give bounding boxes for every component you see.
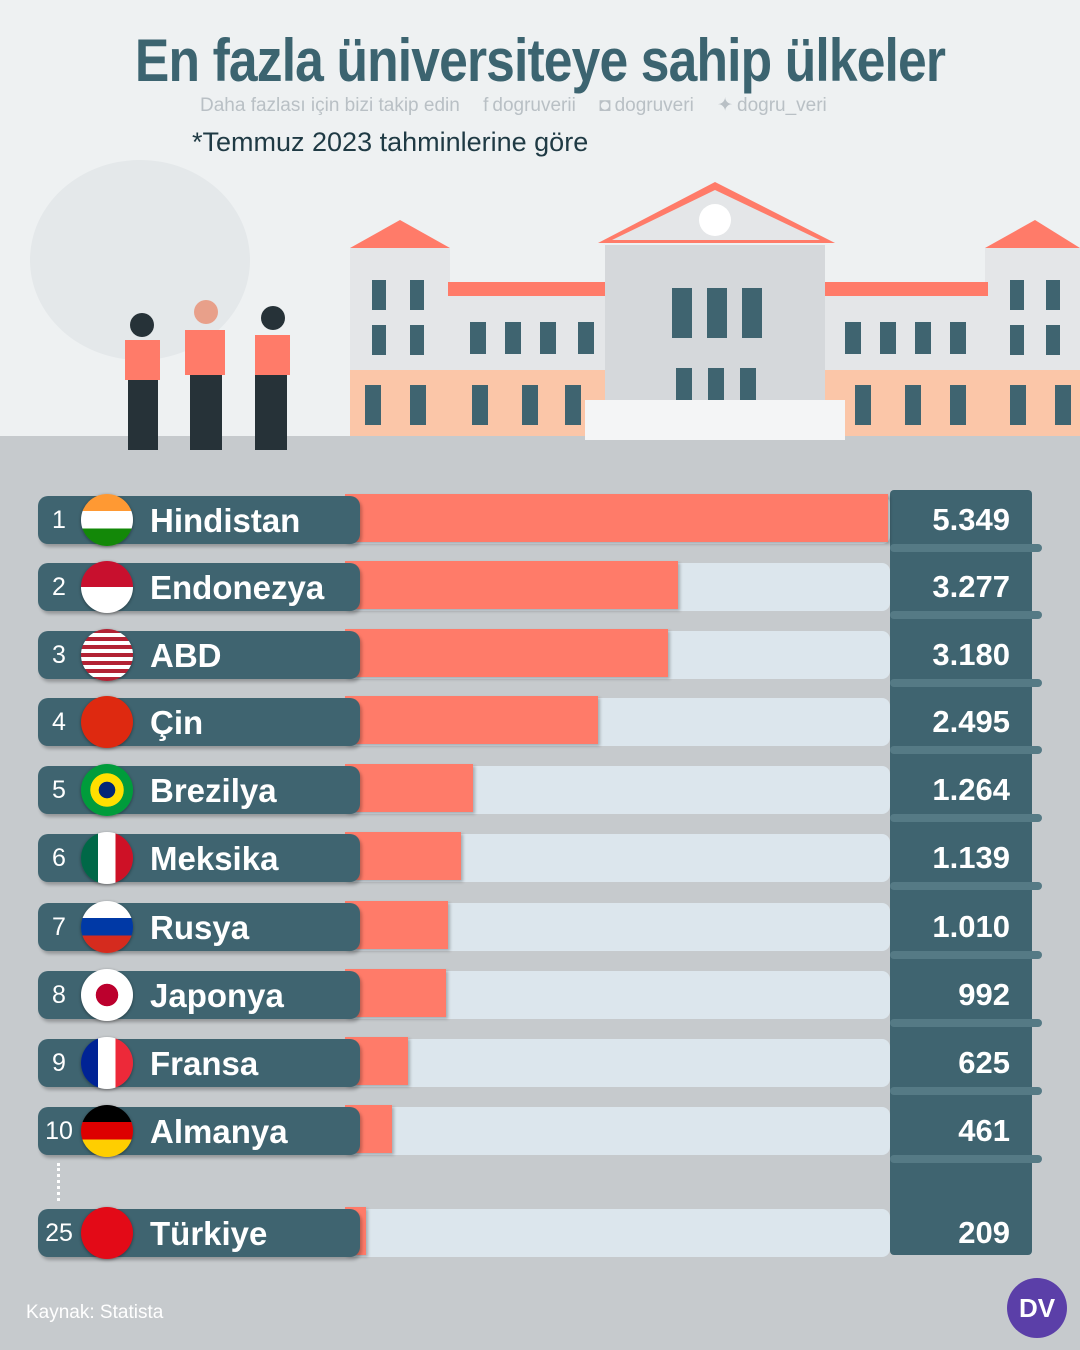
rank-number: 5 — [52, 776, 66, 804]
bar-0 — [345, 494, 888, 542]
rank-number: 25 — [45, 1219, 73, 1247]
bar-track — [345, 1209, 890, 1257]
bar-1 — [345, 561, 678, 609]
follow-text: Daha fazlası için bizi takip edin — [200, 95, 460, 116]
brazil-flag-icon — [81, 764, 133, 816]
value-label: 1.139 — [932, 840, 1010, 875]
country-label: 25 Türkiye — [38, 1207, 360, 1259]
bar-3 — [345, 696, 599, 744]
china-flag-icon — [81, 696, 133, 748]
turkey-flag-icon — [81, 1207, 133, 1259]
country-label: 5 Brezilya — [38, 764, 360, 816]
country-label: 7 Rusya — [38, 901, 360, 953]
usa-flag-icon — [81, 629, 133, 681]
students-illustration — [125, 300, 290, 450]
country-label: 3 ABD — [38, 629, 360, 681]
rank-number: 6 — [52, 844, 66, 872]
country-label: 4 Çin — [38, 696, 360, 748]
rank-number: 4 — [52, 708, 66, 736]
value-label: 1.010 — [932, 909, 1010, 944]
country-name: ABD — [150, 637, 222, 674]
instagram-icon: ◘ — [599, 95, 611, 116]
country-label: 9 Fransa — [38, 1037, 360, 1089]
value-label: 209 — [958, 1215, 1010, 1250]
country-name: Hindistan — [150, 502, 301, 539]
bar-track — [345, 1107, 890, 1155]
rank-number: 3 — [52, 641, 66, 669]
rank-number: 7 — [52, 913, 66, 941]
country-label: 10 Almanya — [38, 1105, 360, 1157]
twitter-handle[interactable]: dogru_veri — [737, 95, 827, 116]
germany-flag-icon — [81, 1105, 133, 1157]
value-separator — [890, 882, 1042, 890]
rank-number: 10 — [45, 1117, 73, 1145]
rank-number: 2 — [52, 573, 66, 601]
instagram-handle[interactable]: dogruveri — [614, 95, 694, 116]
value-label: 2.495 — [932, 704, 1010, 739]
country-name: Fransa — [150, 1045, 259, 1082]
value-separator — [890, 951, 1042, 959]
country-name: Japonya — [150, 977, 284, 1014]
value-label: 5.349 — [932, 502, 1010, 537]
bar-track — [345, 1039, 890, 1087]
social-line: Daha fazlası için bizi takip edin f dogru… — [200, 95, 900, 117]
india-flag-icon — [81, 494, 133, 546]
rank-number: 8 — [52, 981, 66, 1009]
value-separator — [890, 746, 1042, 754]
rank-gap-dots — [57, 1163, 60, 1201]
page-title: En fazla üniversiteye sahip ülkeler — [134, 27, 946, 94]
mexico-flag-icon — [81, 832, 133, 884]
value-separator — [890, 611, 1042, 619]
indonesia-flag-icon — [81, 561, 133, 613]
rank-number: 9 — [52, 1049, 66, 1077]
country-name: Endonezya — [150, 569, 325, 606]
country-label: 6 Meksika — [38, 832, 360, 884]
value-separator — [890, 544, 1042, 552]
country-name: Türkiye — [150, 1215, 268, 1252]
value-separator — [890, 679, 1042, 687]
value-separator — [890, 814, 1042, 822]
country-name: Çin — [150, 704, 204, 741]
bar-5 — [345, 832, 461, 880]
russia-flag-icon — [81, 901, 133, 953]
country-name: Meksika — [150, 840, 279, 877]
value-label: 461 — [958, 1113, 1010, 1148]
country-label: 1 Hindistan — [38, 494, 360, 546]
country-name: Almanya — [150, 1113, 288, 1150]
subtitle-note: *Temmuz 2023 tahminlerine göre — [192, 127, 589, 157]
bar-2 — [345, 629, 668, 677]
rank-number: 1 — [52, 506, 66, 534]
country-name: Rusya — [150, 909, 250, 946]
university-illustration — [125, 182, 1080, 450]
japan-flag-icon — [81, 969, 133, 1021]
value-separator — [890, 1087, 1042, 1095]
facebook-handle[interactable]: dogruverii — [492, 95, 576, 116]
value-separator — [890, 1019, 1042, 1027]
value-label: 3.277 — [932, 569, 1010, 604]
country-name: Brezilya — [150, 772, 277, 809]
value-label: 1.264 — [932, 772, 1010, 807]
country-label: 2 Endonezya — [38, 561, 360, 613]
source-label: Kaynak: Statista — [26, 1302, 164, 1323]
twitter-icon: ✦ — [717, 95, 733, 116]
bar-7 — [345, 969, 446, 1017]
value-separator — [890, 1155, 1042, 1163]
brand-logo[interactable]: DV — [1007, 1278, 1067, 1338]
value-label: 992 — [958, 977, 1010, 1012]
france-flag-icon — [81, 1037, 133, 1089]
facebook-icon: f — [483, 95, 489, 116]
bar-6 — [345, 901, 448, 949]
value-label: 3.180 — [932, 637, 1010, 672]
value-label: 625 — [958, 1045, 1010, 1080]
bar-4 — [345, 764, 474, 812]
country-label: 8 Japonya — [38, 969, 360, 1021]
